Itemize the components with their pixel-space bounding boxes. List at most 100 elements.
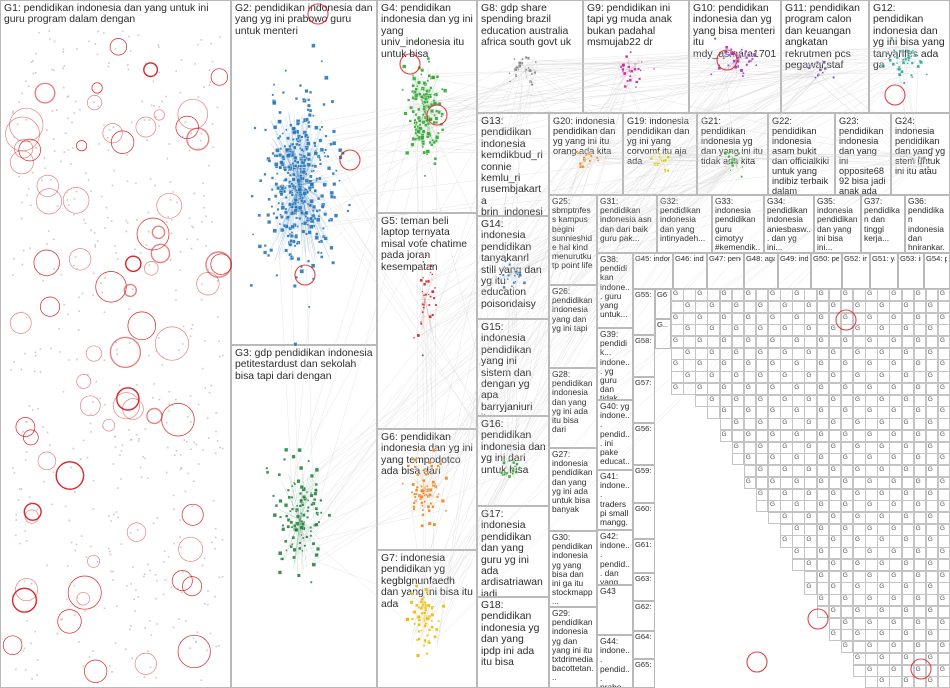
group-cell[interactable]: [901, 547, 915, 560]
group-cell[interactable]: [865, 371, 878, 384]
group-cell[interactable]: [816, 418, 830, 431]
group-cell[interactable]: [828, 289, 842, 302]
group-cell[interactable]: [792, 324, 805, 337]
group-G13[interactable]: G13: pendidikan indonesia kemdikbud_ri c…: [477, 113, 549, 216]
group-cell[interactable]: G: [804, 371, 817, 384]
group-cell[interactable]: G: [719, 312, 733, 325]
group-cell[interactable]: [840, 535, 854, 548]
group-cell[interactable]: [853, 500, 866, 513]
group-cell[interactable]: [840, 488, 854, 501]
group-cell[interactable]: G: [865, 382, 878, 396]
group-cell[interactable]: [840, 629, 854, 642]
group-cell[interactable]: [877, 289, 890, 302]
group-cell[interactable]: G: [925, 465, 939, 478]
group-cell[interactable]: G: [865, 453, 878, 466]
group-cell[interactable]: [780, 453, 793, 466]
group-cell[interactable]: [901, 406, 915, 419]
group-cell[interactable]: [828, 523, 842, 536]
group-cell[interactable]: [695, 394, 708, 407]
group-cell[interactable]: G: [804, 394, 817, 407]
group-cell[interactable]: G: [925, 512, 939, 525]
group-cell[interactable]: G: [671, 359, 684, 372]
group-cell[interactable]: G: [865, 547, 878, 560]
group-G34[interactable]: G34: pendidikan indonesia aniesbasw... d…: [764, 195, 814, 253]
group-cell[interactable]: [853, 289, 866, 302]
group-cell[interactable]: [901, 476, 915, 489]
group-cell[interactable]: [901, 312, 915, 325]
group-cell[interactable]: [925, 641, 939, 654]
group-cell[interactable]: [853, 453, 866, 466]
group-cell[interactable]: [768, 465, 781, 478]
group-cell[interactable]: G: [840, 547, 854, 560]
group-cell[interactable]: G: [901, 465, 915, 478]
group-cell[interactable]: G: [840, 500, 854, 513]
group-G37[interactable]: G37: pendidikan dan tinggi kerja...: [861, 195, 905, 253]
group-cell[interactable]: G: [804, 465, 817, 478]
group-G24[interactable]: G24: indonesia pendidikan dan yang yg st…: [891, 113, 950, 195]
group-cell[interactable]: [865, 512, 878, 525]
group-cell[interactable]: G: [937, 382, 950, 396]
group-cell[interactable]: [913, 324, 927, 337]
group-cell[interactable]: G: [853, 324, 866, 337]
group-G58[interactable]: G58: ind... airi...: [633, 335, 655, 377]
group-cell[interactable]: G: [840, 382, 854, 396]
group-cell[interactable]: G: [925, 394, 939, 407]
group-cell[interactable]: G: [901, 582, 915, 595]
group-cell[interactable]: [840, 300, 854, 313]
group-cell[interactable]: [792, 300, 805, 313]
group-cell[interactable]: [865, 582, 878, 595]
group-cell[interactable]: G: [889, 641, 902, 654]
group-cell[interactable]: G: [804, 418, 817, 431]
group-cell[interactable]: [937, 347, 950, 360]
group-cell[interactable]: [840, 371, 854, 384]
group-cell[interactable]: [865, 605, 878, 619]
group-cell[interactable]: G: [901, 394, 915, 407]
group-cell[interactable]: G: [828, 465, 842, 478]
group-G21[interactable]: G21: pendidikan indonesia yg dan yang in…: [697, 113, 768, 195]
group-cell[interactable]: G: [853, 535, 866, 548]
group-cell[interactable]: [877, 476, 890, 489]
group-cell[interactable]: [840, 324, 854, 337]
group-G47[interactable]: G47: pendidi... indone...: [707, 253, 744, 289]
group-G61[interactable]: G61: keb... pe...: [633, 539, 655, 573]
group-cell[interactable]: G: [913, 570, 927, 583]
group-cell[interactable]: G: [804, 488, 817, 501]
group-G25[interactable]: G25: sbmptnfess kampus begini sunnieshid…: [549, 195, 597, 285]
group-cell[interactable]: [901, 523, 915, 536]
group-cell[interactable]: G: [889, 312, 902, 325]
group-cell[interactable]: G: [937, 523, 950, 536]
group-cell[interactable]: G: [840, 335, 854, 349]
group-cell[interactable]: [937, 465, 950, 478]
group-cell[interactable]: G: [768, 312, 781, 325]
group-cell[interactable]: [816, 582, 830, 595]
group-G56[interactable]: G56: dan pro... pre...: [633, 423, 655, 465]
group-cell[interactable]: [719, 324, 733, 337]
group-G72[interactable]: G...: [655, 319, 671, 349]
group-cell[interactable]: [889, 300, 902, 313]
group-cell[interactable]: G: [695, 382, 708, 396]
group-cell[interactable]: G: [743, 359, 757, 372]
group-cell[interactable]: [804, 382, 817, 396]
group-cell[interactable]: G: [816, 547, 830, 560]
group-cell[interactable]: G: [804, 324, 817, 337]
group-cell[interactable]: G: [913, 523, 927, 536]
group-cell[interactable]: G: [755, 488, 769, 501]
group-cell[interactable]: [804, 547, 817, 560]
group-cell[interactable]: [925, 453, 939, 466]
group-cell[interactable]: G: [937, 312, 950, 325]
group-cell[interactable]: G: [853, 629, 866, 642]
group-cell[interactable]: G: [719, 359, 733, 372]
group-G16[interactable]: G16: pendidikan indonesia dan yg ini dar…: [477, 416, 549, 506]
group-G33[interactable]: G33: indonesia pendidikan guru cimotyy #…: [712, 195, 764, 253]
group-cell[interactable]: [913, 676, 927, 688]
group-cell[interactable]: G: [816, 500, 830, 513]
group-G2[interactable]: G2: pendidikan indonesia dan yang yg ini…: [231, 0, 377, 345]
group-G30[interactable]: G30: pendidikan indonesia yg yang bisa d…: [549, 531, 597, 607]
group-cell[interactable]: G: [816, 382, 830, 396]
group-cell[interactable]: G: [816, 359, 830, 372]
group-cell[interactable]: G: [937, 594, 950, 607]
group-G59[interactable]: G59: sch... chil...: [633, 465, 655, 503]
group-cell[interactable]: [877, 429, 890, 442]
group-cell[interactable]: [937, 441, 950, 454]
group-cell[interactable]: G: [877, 605, 890, 619]
